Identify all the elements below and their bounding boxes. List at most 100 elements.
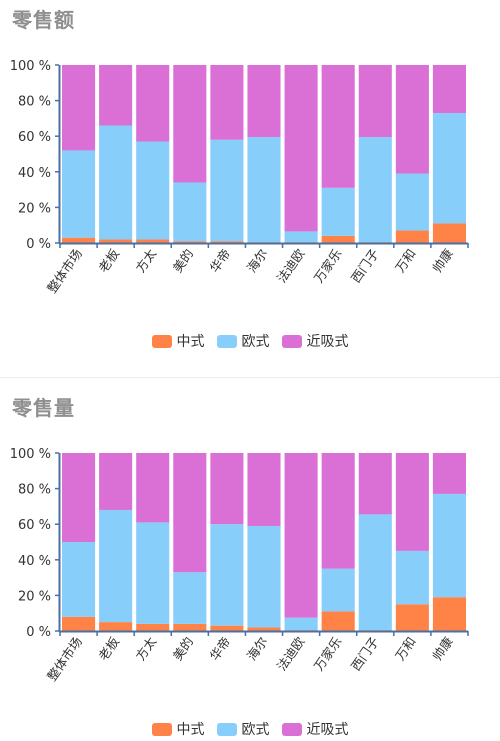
x-tick-label: 法迪欧 bbox=[274, 634, 308, 674]
bar-segment bbox=[395, 453, 429, 551]
bar-segment bbox=[395, 604, 429, 631]
bar-segment bbox=[358, 137, 392, 243]
bar-segment bbox=[173, 182, 207, 242]
bar-segment bbox=[358, 514, 392, 631]
bar-segment bbox=[62, 150, 96, 238]
bar-segment bbox=[210, 625, 244, 631]
legend-label: 中式 bbox=[176, 722, 205, 738]
bar-segment bbox=[136, 65, 170, 142]
x-tick-label: 整体市场 bbox=[44, 246, 85, 296]
x-tick-label: 方太 bbox=[133, 634, 160, 663]
y-tick-label: 80 % bbox=[18, 95, 51, 110]
y-tick-label: 100 % bbox=[10, 447, 51, 462]
bar-segment bbox=[136, 522, 170, 624]
legend-label: 欧式 bbox=[241, 334, 270, 350]
bar-segment bbox=[284, 617, 318, 631]
bar-segment bbox=[247, 627, 281, 631]
bar-segment bbox=[173, 453, 207, 573]
x-tick-label: 海尔 bbox=[244, 246, 271, 275]
legend-swatch bbox=[216, 334, 237, 348]
bar-segment bbox=[99, 65, 133, 126]
bar-segment bbox=[62, 542, 96, 617]
legend-item[interactable]: 欧式 bbox=[216, 331, 270, 351]
y-tick-label: 60 % bbox=[18, 518, 51, 533]
bar-segment bbox=[136, 239, 170, 243]
bar-segment bbox=[136, 453, 170, 523]
bar-segment bbox=[321, 65, 355, 188]
bar-segment bbox=[62, 453, 96, 542]
x-tick-label: 老板 bbox=[95, 634, 122, 663]
bar-segment bbox=[321, 611, 355, 631]
bar-segment bbox=[432, 453, 466, 494]
y-tick-label: 80 % bbox=[18, 483, 51, 498]
bar-segment bbox=[173, 572, 207, 624]
bar-segment bbox=[99, 622, 133, 631]
bar-segment bbox=[173, 241, 207, 243]
y-tick-label: 20 % bbox=[18, 589, 51, 604]
x-tick-label: 华帝 bbox=[207, 246, 234, 275]
bar-segment bbox=[284, 231, 318, 243]
legend-item[interactable]: 近吸式 bbox=[281, 331, 349, 351]
bar-segment bbox=[247, 525, 281, 628]
bar-segment bbox=[210, 241, 244, 243]
chart-title: 零售额 bbox=[12, 8, 75, 32]
legend-item[interactable]: 近吸式 bbox=[281, 719, 349, 739]
legend-swatch bbox=[151, 334, 172, 348]
x-tick-label: 万家乐 bbox=[311, 246, 345, 285]
bar-segment bbox=[173, 623, 207, 631]
y-tick-label: 40 % bbox=[18, 166, 51, 181]
bar-segment bbox=[395, 65, 429, 174]
bar-segment bbox=[284, 65, 318, 232]
bar-segment bbox=[432, 223, 466, 243]
bar-segment bbox=[432, 113, 466, 224]
bar-segment bbox=[62, 616, 96, 631]
chart-legend: 中式 欧式 近吸式 bbox=[0, 331, 500, 351]
legend-item[interactable]: 中式 bbox=[151, 719, 205, 739]
x-tick-label: 美的 bbox=[170, 634, 197, 663]
y-tick-label: 20 % bbox=[18, 201, 51, 216]
bar-segment bbox=[99, 509, 133, 623]
bar-segment bbox=[136, 141, 170, 240]
retail-sales-panel: 零售额 0 % 20 % 40 % 60 % 80 % 100 % 整体市场 老板 方太 美的 华帝… bbox=[0, 0, 500, 370]
bar-segment bbox=[395, 230, 429, 243]
legend-label: 中式 bbox=[176, 334, 205, 350]
bar-segment bbox=[247, 65, 281, 138]
bar-segment bbox=[395, 173, 429, 231]
x-tick-label: 华帝 bbox=[207, 634, 234, 663]
legend-label: 近吸式 bbox=[306, 334, 349, 350]
bar-segment bbox=[210, 453, 244, 525]
y-tick-label: 40 % bbox=[18, 554, 51, 569]
bar-segment bbox=[358, 65, 392, 138]
legend-label: 欧式 bbox=[241, 722, 270, 738]
x-tick-label: 万和 bbox=[392, 246, 419, 275]
legend-swatch bbox=[151, 722, 172, 736]
x-tick-label: 西门子 bbox=[348, 634, 382, 673]
x-tick-label: 帅康 bbox=[429, 246, 456, 275]
bar-segment bbox=[358, 453, 392, 515]
bar-segment bbox=[321, 187, 355, 236]
bar-segment bbox=[321, 235, 355, 243]
bar-segment bbox=[99, 239, 133, 243]
legend-swatch bbox=[216, 722, 237, 736]
legend-label: 近吸式 bbox=[306, 722, 349, 738]
bar-segment bbox=[284, 453, 318, 618]
x-tick-label: 万和 bbox=[392, 634, 419, 663]
legend-item[interactable]: 欧式 bbox=[216, 719, 270, 739]
bar-segment bbox=[210, 139, 244, 242]
legend-item[interactable]: 中式 bbox=[151, 331, 205, 351]
bar-segment bbox=[62, 65, 96, 151]
x-tick-label: 万家乐 bbox=[311, 634, 345, 673]
bar-segment bbox=[321, 453, 355, 569]
chart-title: 零售量 bbox=[12, 396, 75, 420]
y-tick-label: 0 % bbox=[26, 625, 51, 640]
x-tick-label: 西门子 bbox=[348, 246, 382, 285]
section-divider bbox=[0, 377, 500, 378]
bar-segment bbox=[136, 623, 170, 631]
bar-segment bbox=[247, 137, 281, 243]
x-tick-label: 法迪欧 bbox=[274, 246, 308, 286]
bar-segment bbox=[432, 65, 466, 114]
bar-segment bbox=[210, 65, 244, 140]
retail-volume-stacked-bar-chart: 0 % 20 % 40 % 60 % 80 % 100 % 整体市场 老板 方太 美的 华帝 海尔 法迪… bbox=[10, 447, 469, 684]
x-tick-label: 整体市场 bbox=[44, 634, 85, 684]
bar-segment bbox=[247, 453, 281, 526]
